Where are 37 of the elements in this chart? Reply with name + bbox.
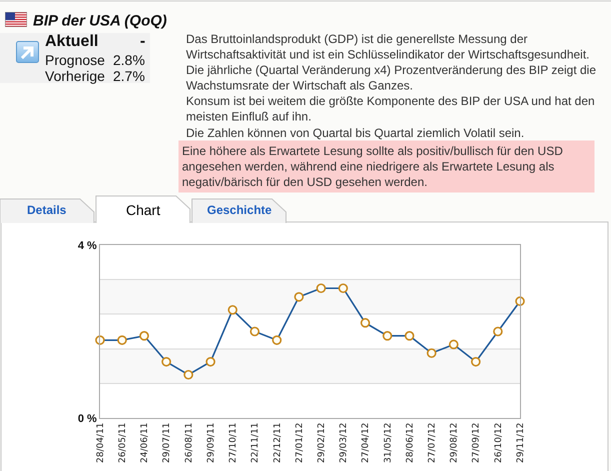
text: - bbox=[140, 33, 146, 50]
x-tick-label: 29/11/12 bbox=[516, 422, 526, 464]
text: Vorherige bbox=[45, 68, 106, 84]
x-tick-label: 28/06/12 bbox=[405, 422, 416, 464]
x-tick-label: 29/09/11 bbox=[206, 422, 216, 464]
x-tick-label: 26/10/12 bbox=[494, 422, 504, 464]
x-tick-label: 29/03/12 bbox=[339, 422, 350, 464]
x-tick-label: 27/01/12 bbox=[294, 422, 305, 464]
x-tick-label: 22/11/11 bbox=[250, 422, 261, 464]
text: Konsum ist bei weitem die größte Komponente des BIP der USA und hat den meisten Einfluß auf ihn. bbox=[186, 94, 595, 124]
text: Details bbox=[27, 203, 67, 217]
x-tick-label: 29/08/12 bbox=[450, 422, 460, 464]
text: Die jährliche (Quartal Veränderung x4) Prozentveränderung des BIP zeigt die Wachstumsrate der Wirtschaft als Ganzes. bbox=[186, 63, 596, 93]
x-tick-label: 26/08/11 bbox=[184, 422, 194, 464]
text: Prognose bbox=[45, 52, 106, 68]
x-tick-label: 27/10/11 bbox=[228, 422, 239, 464]
x-tick-label: 26/05/11 bbox=[118, 422, 128, 464]
x-tick-label: 29/02/12 bbox=[316, 422, 327, 464]
x-tick-label: 22/12/11 bbox=[272, 422, 283, 464]
text: Aktuell bbox=[45, 33, 98, 50]
y-tick-label: 0 % bbox=[78, 412, 98, 425]
text: Die Zahlen können von Quartal bis Quartal ziemlich Volatil sein. bbox=[186, 126, 524, 140]
chart-title: BIP der USA (QoQ) bbox=[33, 12, 167, 30]
text: 2.7% bbox=[113, 68, 145, 84]
x-tick-label: 27/09/12 bbox=[472, 422, 482, 464]
text: Eine höhere als Erwartete Lesung sollte als positiv/bullisch für den USD angesehen werden, während eine niedrigere als Erwartete Lesung als negativ/bärisch für den USD gesehen werden. bbox=[182, 144, 564, 190]
x-tick-label: 29/07/11 bbox=[162, 422, 172, 464]
x-tick-label: 27/04/12 bbox=[361, 422, 372, 464]
x-tick-label: 28/04/11 bbox=[96, 422, 106, 464]
text: Geschichte bbox=[207, 203, 272, 217]
text: Das Bruttoinlandsprodukt (GDP) ist die generellste Messung der Wirtschaftsaktivität und ist ein Schlüsselindikator der Wirtschaftsgesundheit. bbox=[186, 32, 590, 62]
text: 2.8% bbox=[113, 52, 145, 68]
x-tick-label: 24/06/11 bbox=[140, 422, 150, 464]
text: Chart bbox=[126, 202, 160, 218]
x-tick-label: 31/05/12 bbox=[383, 422, 394, 464]
x-tick-label: 27/07/12 bbox=[428, 422, 438, 464]
y-tick-label: 4 % bbox=[78, 240, 98, 252]
